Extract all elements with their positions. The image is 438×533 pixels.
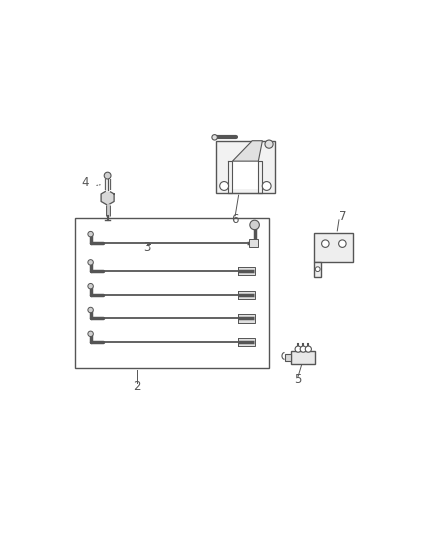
Text: 5: 5 — [294, 373, 301, 386]
Bar — [314, 232, 353, 262]
Circle shape — [249, 220, 259, 230]
Bar — [237, 267, 254, 275]
Bar — [249, 239, 258, 247]
Bar — [284, 354, 291, 361]
Circle shape — [88, 260, 93, 265]
Circle shape — [304, 346, 311, 352]
Text: 6: 6 — [231, 213, 238, 227]
Text: 3: 3 — [143, 240, 150, 254]
Circle shape — [212, 135, 217, 140]
Bar — [75, 218, 268, 368]
Circle shape — [261, 182, 271, 190]
Circle shape — [88, 231, 93, 237]
Text: 7: 7 — [338, 210, 345, 223]
Circle shape — [88, 284, 93, 289]
Circle shape — [321, 240, 328, 247]
Bar — [291, 351, 314, 365]
Circle shape — [88, 307, 93, 313]
Circle shape — [219, 182, 228, 190]
FancyBboxPatch shape — [232, 161, 258, 189]
Text: 2: 2 — [132, 380, 140, 393]
Circle shape — [300, 346, 306, 352]
Polygon shape — [101, 190, 114, 205]
Bar — [237, 290, 254, 299]
Bar — [237, 314, 254, 322]
Circle shape — [314, 267, 319, 271]
Circle shape — [294, 346, 300, 352]
Bar — [237, 338, 254, 346]
Circle shape — [338, 240, 345, 247]
Circle shape — [88, 331, 93, 336]
Polygon shape — [232, 141, 262, 161]
Circle shape — [104, 172, 111, 179]
Circle shape — [265, 140, 272, 148]
FancyBboxPatch shape — [215, 141, 275, 193]
Bar — [314, 262, 320, 277]
Text: 4: 4 — [81, 176, 89, 189]
